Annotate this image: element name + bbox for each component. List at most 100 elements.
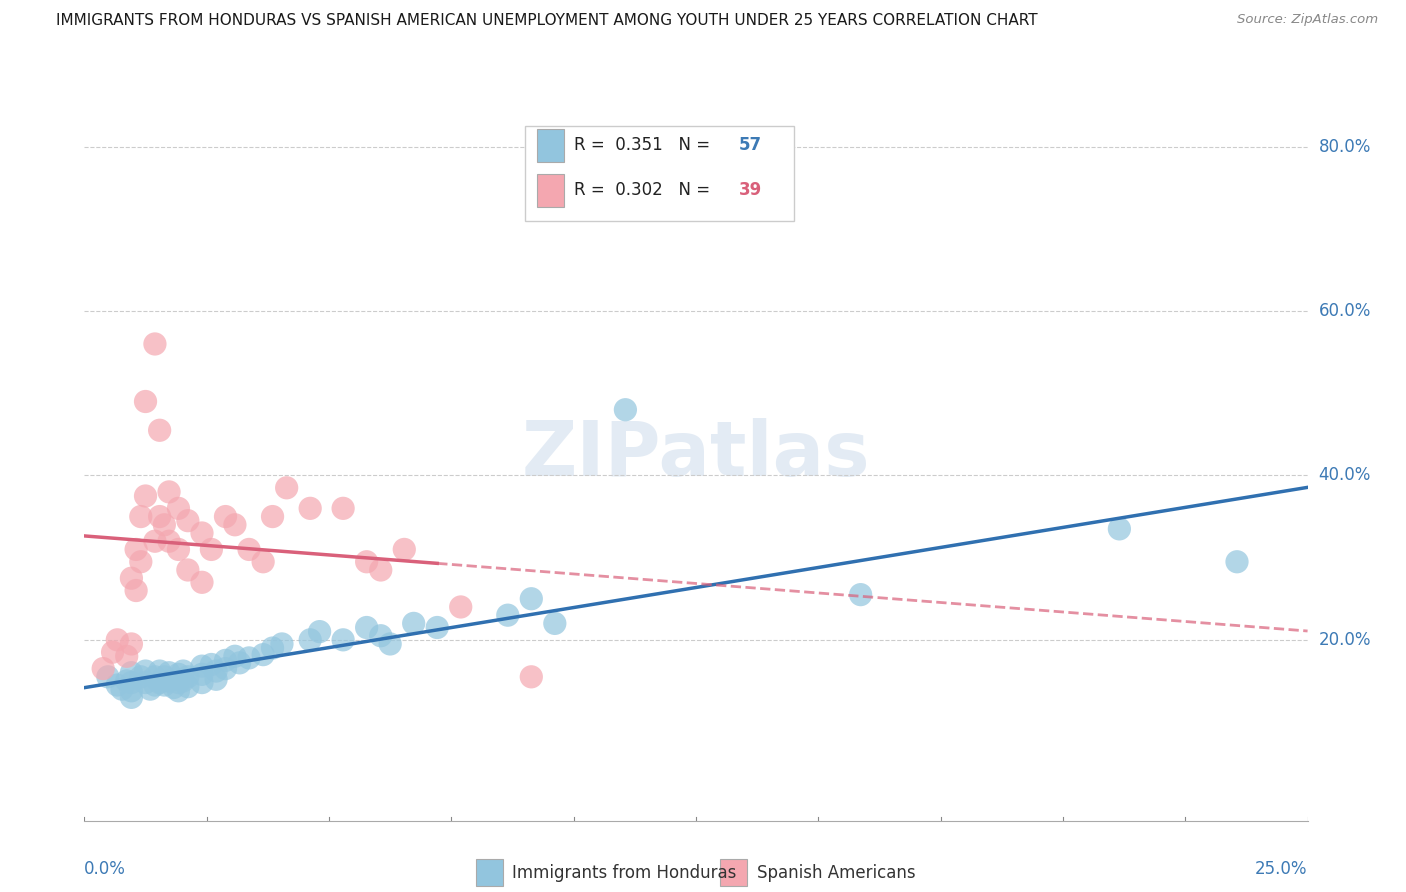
Point (167, 667, 190, 681)
Point (224, 517, 246, 532)
Point (177, 680, 200, 694)
Point (120, 665, 142, 680)
Point (191, 675, 214, 690)
Point (125, 542, 148, 557)
Point (450, 599, 472, 614)
Point (115, 673, 138, 688)
Point (120, 571, 142, 585)
Text: R =  0.302   N =: R = 0.302 N = (574, 181, 716, 199)
Point (167, 542, 190, 557)
Point (849, 588, 872, 602)
Text: IMMIGRANTS FROM HONDURAS VS SPANISH AMERICAN UNEMPLOYMENT AMONG YOUTH UNDER 25 Y: IMMIGRANTS FROM HONDURAS VS SPANISH AMER… (56, 13, 1038, 29)
Text: ZIPatlas: ZIPatlas (522, 418, 870, 491)
Point (143, 534, 166, 549)
Point (105, 678, 128, 692)
Point (262, 641, 284, 656)
Point (105, 632, 128, 647)
Point (238, 651, 260, 665)
Text: Spanish Americans: Spanish Americans (758, 863, 915, 881)
Point (205, 664, 228, 678)
Point (135, 394, 156, 409)
Point (252, 555, 274, 569)
Point (149, 675, 172, 690)
Point (299, 501, 322, 516)
Point (214, 509, 236, 524)
Point (135, 675, 156, 690)
Point (271, 637, 294, 651)
Point (163, 681, 186, 695)
Point (167, 501, 190, 516)
Point (172, 673, 194, 688)
Point (1226, 555, 1249, 569)
Point (120, 675, 142, 690)
Point (111, 682, 134, 697)
Point (115, 649, 138, 664)
Point (120, 637, 142, 651)
FancyBboxPatch shape (537, 174, 564, 207)
Point (356, 620, 378, 634)
Point (200, 542, 222, 557)
Text: 40.0%: 40.0% (1319, 467, 1371, 484)
FancyBboxPatch shape (475, 859, 503, 887)
Point (252, 648, 274, 662)
Text: 20.0%: 20.0% (1319, 631, 1371, 648)
Point (308, 624, 330, 639)
Point (496, 608, 519, 623)
Point (97, 670, 120, 684)
Point (125, 583, 148, 598)
Point (205, 673, 228, 687)
Point (167, 683, 190, 698)
Point (135, 489, 156, 503)
FancyBboxPatch shape (537, 129, 564, 162)
Point (520, 670, 543, 684)
Point (200, 657, 222, 672)
Point (177, 563, 200, 577)
Point (129, 555, 152, 569)
Point (332, 501, 354, 516)
Point (120, 690, 142, 705)
Point (91, 662, 114, 676)
Text: Source: ZipAtlas.com: Source: ZipAtlas.com (1237, 13, 1378, 27)
Point (380, 637, 402, 651)
Point (394, 542, 416, 557)
Point (172, 664, 194, 678)
Point (370, 563, 392, 577)
Text: 60.0%: 60.0% (1319, 302, 1371, 320)
Point (214, 653, 236, 667)
Point (238, 542, 260, 557)
Text: 25.0%: 25.0% (1256, 860, 1308, 878)
Point (157, 665, 180, 680)
Text: 57: 57 (738, 136, 762, 154)
Text: R =  0.351   N =: R = 0.351 N = (574, 136, 716, 154)
Point (276, 481, 298, 495)
Point (177, 514, 200, 528)
FancyBboxPatch shape (524, 126, 794, 221)
FancyBboxPatch shape (720, 859, 748, 887)
Point (262, 509, 284, 524)
Point (177, 670, 200, 684)
Point (402, 616, 425, 631)
Point (332, 632, 354, 647)
Point (149, 423, 172, 437)
Point (153, 678, 176, 692)
Point (614, 402, 637, 417)
Point (214, 662, 236, 676)
Point (544, 616, 567, 631)
Point (143, 678, 166, 692)
Point (157, 484, 180, 499)
Point (143, 670, 166, 684)
Point (191, 659, 214, 673)
Point (356, 555, 378, 569)
Point (143, 337, 166, 351)
Point (149, 664, 172, 678)
Point (129, 670, 152, 684)
Text: 39: 39 (738, 181, 762, 199)
Point (191, 575, 214, 590)
Point (426, 620, 449, 634)
Point (228, 656, 250, 670)
Point (299, 632, 322, 647)
Point (520, 591, 543, 606)
Point (120, 683, 142, 698)
Point (101, 645, 124, 659)
Point (167, 675, 190, 690)
